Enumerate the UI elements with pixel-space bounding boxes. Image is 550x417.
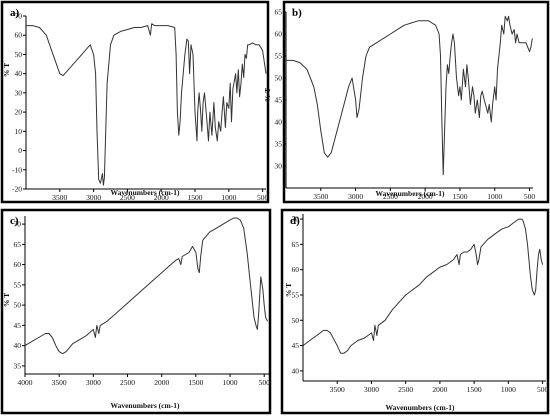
panel-label: b)	[292, 7, 302, 19]
panel-b: 3500 3000 2500 2000 1500 1000 500 30 35 40 45 50 55 6…	[263, 0, 550, 204]
x-tick-label: 3500	[330, 385, 345, 394]
x-tick-label: 3000	[86, 193, 101, 202]
panel-a: 3500 3000 2500 2000 1500 1000 500 -20 -10 0 10 20 30…	[0, 0, 270, 204]
y-tick-label: 50	[15, 50, 23, 59]
y-tick-label: 65	[275, 8, 283, 17]
x-tick-label: 2500	[120, 378, 135, 387]
y-axis-label: % T	[263, 88, 272, 102]
y-tick-label: 60	[292, 265, 300, 274]
spectrum-line	[302, 218, 544, 354]
x-tick-label: 1000	[501, 385, 516, 394]
y-tick-label: 60	[14, 260, 22, 269]
y-tick-label: 45	[292, 341, 300, 350]
y-tick-label: 70	[15, 12, 23, 21]
x-tick-label: 3000	[86, 378, 101, 387]
y-tick-label: 10	[15, 127, 23, 136]
x-tick-label: 1500	[188, 193, 203, 202]
y-tick-label: 20	[15, 108, 23, 117]
y-tick-label: 65	[292, 240, 300, 249]
x-axis-label: Wavenumbers (cm-1)	[386, 403, 455, 412]
x-tick-label: 500	[537, 385, 549, 394]
y-tick-label: -10	[12, 165, 22, 174]
y-tick-label: 40	[275, 118, 283, 127]
panel-frame	[0, 208, 272, 415]
x-tick-label: 4000	[18, 378, 33, 387]
x-tick-label: 2500	[383, 192, 398, 201]
panel-frame	[280, 208, 550, 415]
y-tick-label: 55	[14, 280, 22, 289]
spectrum-line	[286, 15, 533, 176]
x-tick-label: 500	[257, 193, 269, 202]
y-axis-label: % T	[284, 283, 293, 297]
x-tick-label: 1000	[487, 192, 502, 201]
x-axis-label: Wavenumbers (cm-1)	[111, 188, 180, 197]
y-tick-label: 30	[15, 88, 23, 97]
panel-d: 3500 3000 2500 2000 1500 1000 500 40 45 50 55 60 65 7…	[280, 208, 550, 415]
x-tick-label: 3500	[52, 193, 67, 202]
y-tick-label: 50	[275, 74, 283, 83]
x-tick-label: 2000	[154, 193, 169, 202]
x-tick-label: 3000	[364, 385, 379, 394]
y-axis-label: % T	[2, 63, 11, 77]
y-tick-label: -20	[12, 185, 22, 194]
y-tick-label: 40	[292, 366, 300, 375]
y-tick-label: 30	[275, 162, 283, 171]
y-tick-label: 55	[275, 52, 283, 61]
y-axis-label: % T	[2, 293, 11, 307]
panel-label: a)	[10, 7, 20, 19]
x-axis-label: Wavenumbers (cm-1)	[376, 189, 445, 198]
x-tick-label: 2000	[432, 385, 447, 394]
x-tick-label: 500	[524, 192, 536, 201]
x-tick-label: 3500	[52, 378, 67, 387]
x-tick-label: 2500	[120, 193, 135, 202]
x-tick-label: 1000	[223, 378, 238, 387]
x-tick-label: 1500	[467, 385, 482, 394]
y-tick-label: 50	[14, 301, 22, 310]
panel-label: d)	[290, 215, 300, 227]
x-tick-label: 3500	[313, 192, 328, 201]
panel-frame	[0, 0, 270, 204]
x-tick-label: 2500	[398, 385, 413, 394]
x-tick-label: 1000	[221, 193, 236, 202]
y-tick-label: 35	[275, 140, 283, 149]
spectrum-line	[24, 217, 269, 355]
y-tick-label: 45	[275, 96, 283, 105]
x-tick-label: 1500	[188, 378, 203, 387]
panel-frame	[282, 0, 550, 204]
y-tick-label: 60	[275, 30, 283, 39]
y-tick-label: 40	[15, 69, 23, 78]
y-tick-label: 35	[14, 361, 22, 370]
y-tick-label: 0	[18, 146, 22, 155]
x-tick-label: 1500	[452, 192, 467, 201]
x-tick-label: 2000	[154, 378, 169, 387]
panel-c: 4000 3500 3000 2500 2000 1500 1000 500 35 40 45 50 5…	[0, 208, 272, 415]
panel-label: c)	[10, 215, 19, 227]
x-tick-label: 3000	[348, 192, 363, 201]
y-tick-label: 60	[15, 31, 23, 40]
y-tick-label: 70	[14, 220, 22, 229]
y-tick-label: 70	[292, 215, 300, 224]
y-tick-label: 40	[14, 341, 22, 350]
x-axis-label: Wavenumbers (cm-1)	[111, 401, 180, 410]
y-tick-label: 65	[14, 240, 22, 249]
y-tick-label: 50	[292, 316, 300, 325]
x-tick-label: 2000	[418, 192, 433, 201]
y-tick-label: 55	[292, 290, 300, 299]
spectrum-line	[26, 23, 267, 186]
y-tick-label: 45	[14, 321, 22, 330]
x-tick-label: 500	[259, 378, 271, 387]
